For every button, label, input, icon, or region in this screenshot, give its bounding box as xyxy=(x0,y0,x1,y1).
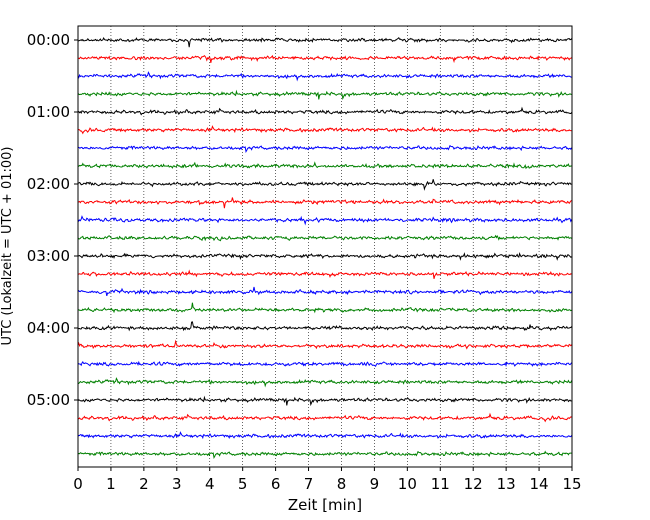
x-tick-label: 2 xyxy=(139,475,149,493)
x-tick-label: 0 xyxy=(73,475,83,493)
y-tick-label: 04:00 xyxy=(27,319,70,337)
trace-line xyxy=(77,360,572,368)
trace-line xyxy=(77,54,572,64)
trace-line xyxy=(77,269,572,279)
y-axis-ticks: 00:00 01:00 02:00 03:00 04:00 05:00 xyxy=(27,31,78,409)
x-tick-label: 3 xyxy=(172,475,182,493)
trace-line xyxy=(77,89,572,101)
trace-line xyxy=(77,286,573,296)
trace-line xyxy=(77,125,572,135)
trace-line xyxy=(77,144,573,153)
x-tick-label: 6 xyxy=(271,475,281,493)
trace-line xyxy=(77,161,572,170)
y-tick-label: 02:00 xyxy=(27,175,70,193)
trace-line xyxy=(77,179,572,191)
y-tick-label: 05:00 xyxy=(27,391,70,409)
x-axis-label: Zeit [min] xyxy=(288,496,362,514)
y-tick-label: 00:00 xyxy=(27,31,70,49)
x-tick-label: 14 xyxy=(530,475,549,493)
y-tick-label: 01:00 xyxy=(27,103,70,121)
trace-line xyxy=(77,36,572,48)
x-axis-ticks: 0 1 2 3 4 5 6 7 8 9 10 11 12 13 14 15 xyxy=(73,467,582,493)
x-tick-label: 13 xyxy=(497,475,516,493)
x-tick-label: 8 xyxy=(337,475,347,493)
x-tick-label: 12 xyxy=(464,475,483,493)
trace-line xyxy=(77,234,572,242)
trace-line xyxy=(77,71,572,82)
trace-line xyxy=(77,197,572,209)
y-tick-label: 03:00 xyxy=(27,247,70,265)
trace-line xyxy=(77,339,572,350)
x-tick-label: 9 xyxy=(370,475,380,493)
trace-series xyxy=(77,36,573,459)
plot-frame xyxy=(77,25,573,468)
x-tick-label: 1 xyxy=(106,475,116,493)
trace-line xyxy=(77,377,573,388)
trace-line xyxy=(77,412,572,423)
trace-line xyxy=(77,302,572,314)
x-tick-label: 15 xyxy=(562,475,581,493)
trace-line xyxy=(77,251,572,261)
y-axis-label: UTC (Lokalzeit = UTC + 01:00) xyxy=(0,147,15,346)
x-tick-label: 5 xyxy=(238,475,248,493)
trace-line xyxy=(77,106,573,116)
plot-background xyxy=(78,26,572,467)
trace-line xyxy=(77,215,573,226)
trace-line xyxy=(77,450,572,459)
x-tick-label: 4 xyxy=(205,475,215,493)
trace-line xyxy=(77,395,572,407)
x-tick-label: 11 xyxy=(431,475,450,493)
x-tick-label: 7 xyxy=(304,475,314,493)
x-tick-label: 10 xyxy=(398,475,417,493)
trace-line xyxy=(77,431,573,440)
trace-line xyxy=(77,321,572,332)
